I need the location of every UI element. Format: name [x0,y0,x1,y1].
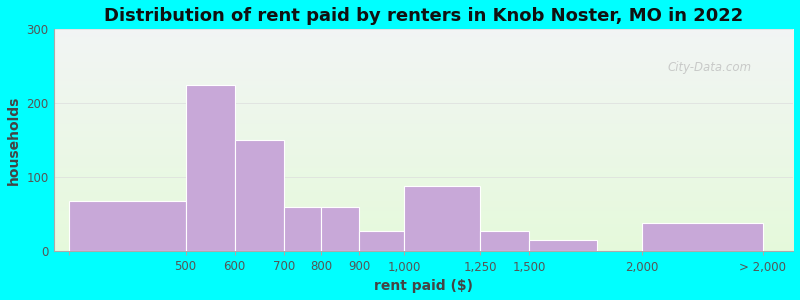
Bar [69,201,186,251]
Bar [359,232,405,251]
Bar [642,223,763,251]
Text: City-Data.com: City-Data.com [667,61,751,74]
Bar [529,240,597,251]
Bar [284,207,322,251]
Bar [480,232,529,251]
Bar [322,207,359,251]
X-axis label: rent paid ($): rent paid ($) [374,279,473,293]
Bar [405,186,480,251]
Bar [234,140,284,251]
Bar [186,85,234,251]
Title: Distribution of rent paid by renters in Knob Noster, MO in 2022: Distribution of rent paid by renters in … [104,7,743,25]
Y-axis label: households: households [7,96,21,185]
